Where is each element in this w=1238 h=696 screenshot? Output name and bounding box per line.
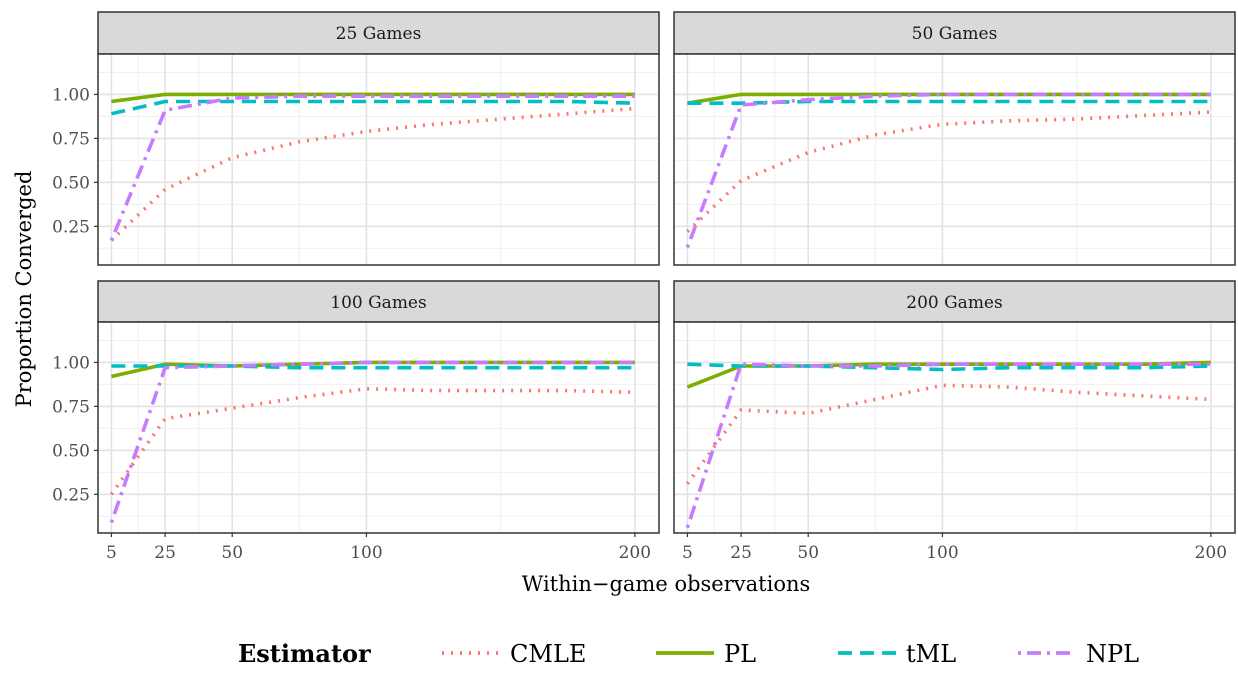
plot-area (98, 54, 659, 265)
facet-title: 50 Games (912, 24, 998, 44)
facet-strip (673, 11, 1236, 55)
x-tick-label: 100 (926, 543, 958, 563)
series-line-npl (109, 360, 635, 524)
series-line-tml (110, 99, 635, 116)
panel-200-games: 200 Games 5 25 50 100 200 (673, 280, 1236, 563)
y-tick-label: 0.75 (52, 397, 90, 417)
panel-border (97, 321, 660, 534)
y-tick-label: 1.00 (52, 85, 90, 105)
x-tick-label: 50 (221, 543, 243, 563)
facet-strip (673, 280, 1236, 323)
plot-area (674, 322, 1235, 533)
y-tick-label: 0.25 (52, 485, 90, 505)
x-tick-label: 25 (154, 543, 176, 563)
facet-title: 25 Games (336, 24, 422, 44)
legend-label-cmle: CMLE (510, 640, 586, 668)
panel-50-games: 50 Games (673, 11, 1236, 266)
legend: Estimator CMLE PL tML NPL (238, 639, 1139, 668)
x-tick-label: 50 (797, 543, 819, 563)
legend-title: Estimator (238, 639, 371, 668)
panel-border (673, 321, 1236, 534)
series-line-npl (685, 92, 1211, 249)
y-tick-label: 0.75 (52, 129, 90, 149)
y-tick-label: 0.50 (52, 173, 90, 193)
series-line-npl (109, 94, 635, 242)
y-tick-label: 0.50 (52, 441, 90, 461)
x-axis-title: Within−game observations (522, 572, 811, 596)
series-line-npl (685, 362, 1211, 529)
facet-strip (97, 11, 660, 55)
x-tick-label: 5 (682, 543, 693, 563)
panel-100-games: 100 Games 0.25 0.50 0.75 1.00 5 25 50 100 200 (52, 280, 660, 563)
x-tick-label: 100 (350, 543, 382, 563)
y-axis-title: Proportion Converged (12, 171, 36, 408)
x-tick-label: 200 (619, 543, 651, 563)
x-tick-label: 5 (106, 543, 117, 563)
plot-area (674, 54, 1235, 265)
facet-title: 100 Games (330, 293, 426, 313)
legend-label-npl: NPL (1086, 640, 1139, 668)
legend-label-tml: tML (906, 640, 956, 668)
y-tick-label: 0.25 (52, 217, 90, 237)
x-tick-label: 200 (1195, 543, 1227, 563)
panel-border (673, 53, 1236, 266)
panel-25-games: 25 Games 0.25 0.50 0.75 1.00 (52, 11, 660, 266)
x-tick-label: 25 (730, 543, 752, 563)
facet-strip (97, 280, 660, 323)
plot-area (98, 322, 659, 533)
panel-border (97, 53, 660, 266)
y-tick-label: 1.00 (52, 353, 90, 373)
legend-label-pl: PL (724, 640, 756, 668)
facet-title: 200 Games (906, 293, 1002, 313)
